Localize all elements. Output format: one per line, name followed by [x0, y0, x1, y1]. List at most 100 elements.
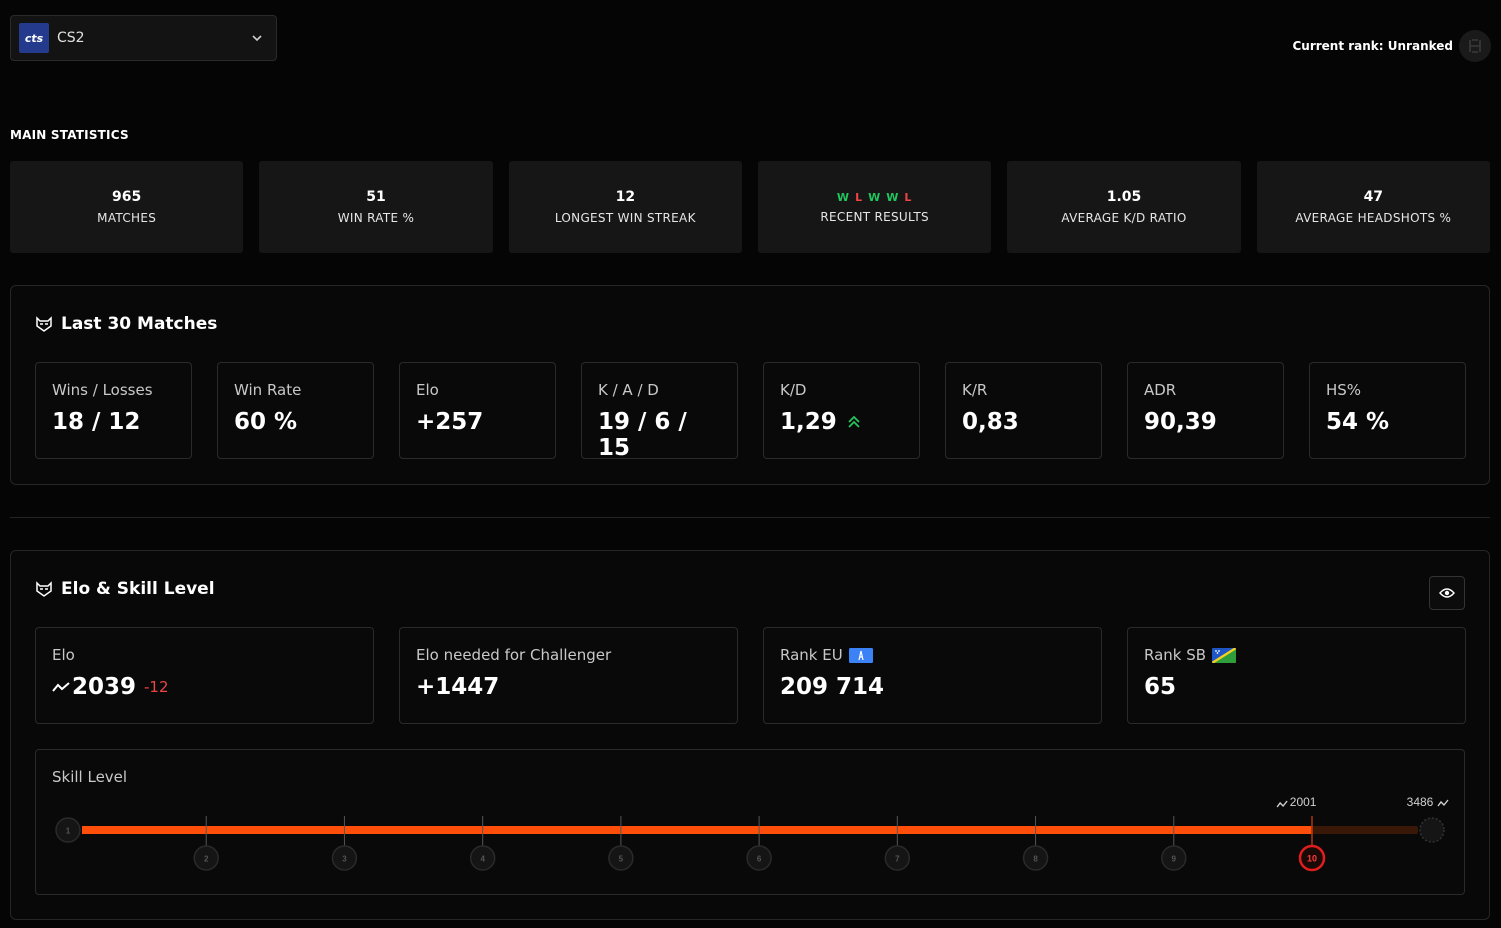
toggle-visibility-button[interactable]	[1429, 576, 1465, 610]
level-1-icon	[55, 817, 81, 843]
stat-card-kd: 1.05 AVERAGE K/D RATIO	[1007, 161, 1241, 253]
game-name: CS2	[57, 30, 85, 46]
stat-label: LONGEST WIN STREAK	[554, 211, 696, 225]
stat-label: K / A / D	[598, 381, 659, 399]
eu-flag-icon	[848, 647, 873, 663]
elo-card: Elo 2039 -12	[35, 627, 374, 724]
stat-value: 65	[1144, 674, 1177, 700]
stat-card-hs: HS% 54 %	[1309, 362, 1466, 459]
stat-label: Rank SB	[1144, 646, 1449, 664]
stat-label: K/D	[780, 381, 807, 399]
stat-label: Elo	[52, 646, 75, 664]
stat-label: Elo needed for Challenger	[416, 646, 612, 664]
solomon-islands-flag-icon	[1212, 647, 1237, 663]
stat-value: 0,83	[962, 409, 1019, 435]
main-statistics-heading: MAIN STATISTICS	[10, 128, 129, 142]
rank-eu-label: Rank EU	[780, 646, 843, 664]
stat-label: K/R	[962, 381, 988, 399]
level-6-icon	[746, 845, 772, 871]
rank-badge-icon	[1459, 30, 1491, 62]
stat-card-headshots: 47 AVERAGE HEADSHOTS %	[1256, 161, 1490, 253]
stat-value: +1447	[416, 674, 500, 700]
stat-card-kad: K / A / D 19 / 6 / 15	[581, 362, 738, 461]
challenger-icon	[1419, 817, 1445, 843]
result-badge: W	[836, 190, 851, 204]
last-30-stats: Wins / Losses 18 / 12 Win Rate 60 % Elo …	[35, 362, 1466, 461]
game-selector[interactable]: cts CS2	[10, 15, 277, 61]
stat-card-win-rate: 51 WIN RATE %	[259, 161, 493, 253]
stat-card-kr: K/R 0,83	[945, 362, 1102, 459]
stat-label: HS%	[1326, 381, 1362, 399]
main-statistics: 965 MATCHES 51 WIN RATE % 12 LONGEST WIN…	[10, 161, 1490, 253]
current-rank-label: Current rank: Unranked	[1292, 39, 1453, 53]
trend-icon	[1437, 799, 1449, 807]
stat-card-wins-losses: Wins / Losses 18 / 12	[35, 362, 192, 459]
stat-value: 209 714	[780, 674, 885, 700]
double-chevron-up-icon	[848, 415, 860, 428]
result-badge: W	[886, 190, 900, 204]
challenger-card: Elo needed for Challenger +1447	[399, 627, 738, 724]
trend-icon	[1276, 800, 1288, 808]
elo-skill-panel: Elo & Skill Level Elo 2039 -12 Elo neede…	[10, 550, 1490, 920]
stat-label: Elo	[416, 381, 439, 399]
skill-level-label: Skill Level	[52, 768, 128, 786]
current-elo-label: 2001	[1290, 795, 1317, 809]
elo-skill-title: Elo & Skill Level	[61, 579, 215, 599]
stat-label: ADR	[1144, 381, 1177, 399]
panel-title: Elo & Skill Level	[35, 579, 215, 599]
elo-stats: Elo 2039 -12 Elo needed for Challenger +…	[35, 627, 1466, 724]
current-rank: Current rank: Unranked	[1292, 30, 1491, 62]
rank-eu-card: Rank EU 209 714	[763, 627, 1102, 724]
eye-icon	[1439, 588, 1455, 598]
stat-label: AVERAGE HEADSHOTS %	[1295, 211, 1452, 225]
panel-title: Last 30 Matches	[35, 314, 217, 334]
level-label: 10	[1307, 854, 1317, 864]
level-5-icon	[608, 845, 634, 871]
recent-results: W L W W L	[837, 191, 912, 204]
stat-card-kd: K/D 1,29	[763, 362, 920, 459]
stat-label: MATCHES	[97, 211, 157, 225]
level-label: 6	[757, 855, 762, 864]
trend-icon	[52, 682, 70, 692]
level-label: 2	[204, 855, 209, 864]
stat-value: 60 %	[234, 409, 298, 435]
stat-value: 90,39	[1144, 409, 1217, 435]
stat-value: 12	[615, 189, 636, 205]
level-2-icon	[193, 845, 219, 871]
level-label: 9	[1172, 855, 1177, 864]
stat-card-win-rate: Win Rate 60 %	[217, 362, 374, 459]
kd-value: 1,29	[780, 409, 837, 435]
elo-delta: -12	[144, 678, 169, 696]
level-label: 4	[480, 855, 485, 864]
last-30-matches-panel: Last 30 Matches Wins / Losses 18 / 12 Wi…	[10, 285, 1490, 485]
faceit-wolf-icon	[36, 581, 52, 597]
stat-label: Rank EU	[780, 646, 1085, 664]
stat-value: 965	[112, 189, 142, 205]
level-4-icon	[469, 845, 496, 871]
chevron-down-icon	[252, 35, 262, 42]
game-logo: cts	[19, 23, 49, 53]
stat-card-adr: ADR 90,39	[1127, 362, 1284, 459]
stat-value: +257	[416, 409, 484, 435]
level-9-icon	[1161, 845, 1187, 871]
stat-label: Win Rate	[234, 381, 302, 399]
result-badge: L	[855, 190, 864, 204]
stat-card-matches: 965 MATCHES	[10, 161, 244, 253]
level-label: 3	[342, 855, 347, 864]
stat-value: 47	[1363, 189, 1384, 205]
stat-value: 2039 -12	[52, 674, 357, 700]
rank-sb-label: Rank SB	[1144, 646, 1207, 664]
stat-value: 51	[366, 189, 386, 205]
stat-label: WIN RATE %	[337, 211, 415, 225]
stat-card-recent-results: W L W W L RECENT RESULTS	[757, 161, 992, 253]
level-label: 7	[895, 855, 900, 864]
faceit-wolf-icon	[36, 316, 52, 332]
level-label: 5	[619, 855, 624, 864]
stat-value: 1.05	[1106, 189, 1142, 205]
skill-level-track: 2001 3486 1 2 3 4 5 6 7 8 9 10	[55, 795, 1449, 872]
level-7-icon	[884, 845, 911, 871]
max-elo-label: 3486	[1407, 795, 1434, 809]
elo-value: 2039	[72, 674, 137, 700]
skill-level-card: Skill Level 2001 3486 1 2 3 4 5 6 7 8 9 10	[35, 749, 1465, 895]
stat-label: AVERAGE K/D RATIO	[1061, 211, 1187, 225]
